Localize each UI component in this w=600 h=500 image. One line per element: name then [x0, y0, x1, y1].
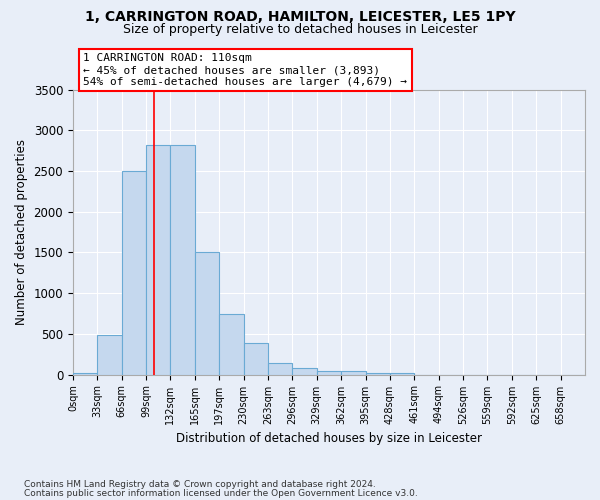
Bar: [122, 171, 146, 374]
Text: 1 CARRINGTON ROAD: 110sqm
← 45% of detached houses are smaller (3,893)
54% of se: 1 CARRINGTON ROAD: 110sqm ← 45% of detac…: [83, 54, 407, 86]
Bar: [341, 371, 365, 374]
Text: Contains public sector information licensed under the Open Government Licence v3: Contains public sector information licen…: [24, 490, 418, 498]
Bar: [97, 336, 122, 374]
Bar: [170, 145, 195, 374]
Bar: [244, 343, 268, 374]
Bar: [390, 373, 415, 374]
Text: 1, CARRINGTON ROAD, HAMILTON, LEICESTER, LE5 1PY: 1, CARRINGTON ROAD, HAMILTON, LEICESTER,…: [85, 10, 515, 24]
Bar: [317, 371, 341, 374]
Bar: [292, 368, 317, 374]
Text: Contains HM Land Registry data © Crown copyright and database right 2024.: Contains HM Land Registry data © Crown c…: [24, 480, 376, 489]
Bar: [365, 372, 390, 374]
Bar: [146, 145, 170, 374]
Bar: [268, 363, 292, 374]
Bar: [195, 252, 219, 374]
Bar: [219, 314, 244, 374]
Text: Size of property relative to detached houses in Leicester: Size of property relative to detached ho…: [122, 22, 478, 36]
Y-axis label: Number of detached properties: Number of detached properties: [15, 139, 28, 325]
X-axis label: Distribution of detached houses by size in Leicester: Distribution of detached houses by size …: [176, 432, 482, 445]
Bar: [73, 372, 97, 374]
